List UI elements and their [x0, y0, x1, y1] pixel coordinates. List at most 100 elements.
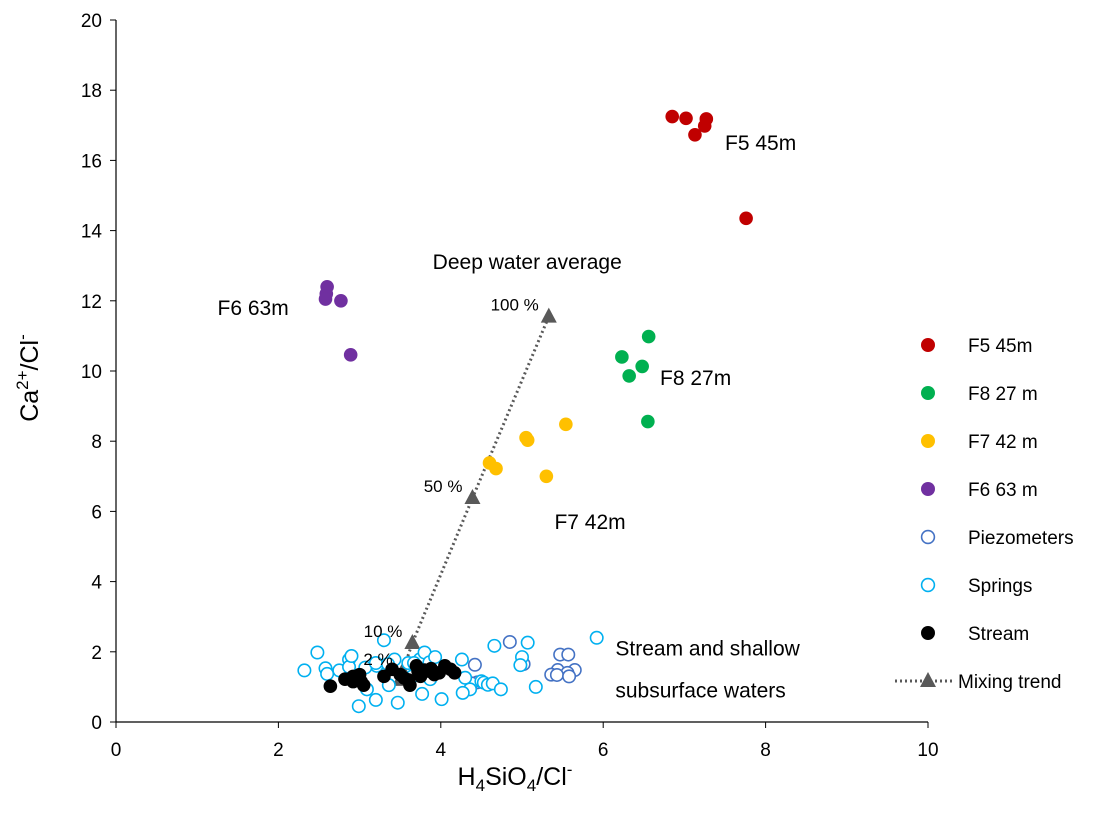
- data-point: [559, 417, 573, 432]
- data-point: [493, 682, 508, 697]
- data-point: [520, 635, 535, 650]
- data-point: [502, 634, 517, 649]
- legend-label: Springs: [968, 576, 1032, 597]
- data-point: [356, 678, 371, 692]
- data-point: [368, 692, 383, 707]
- legend-marker: [921, 338, 935, 352]
- y-tick-label: 18: [81, 81, 102, 102]
- data-point: [615, 350, 629, 364]
- legend-marker: [920, 577, 936, 593]
- data-point: [622, 369, 636, 383]
- axes: 0 2 4 6 8 10 0 2 4 6 8 10 12 14 16 18 20: [81, 11, 939, 761]
- data-point: [455, 685, 470, 700]
- y-tick-label: 2: [91, 643, 102, 664]
- series-stream: [323, 659, 462, 693]
- annotation-label: F5 45m: [725, 132, 796, 155]
- annotation-label: Deep water average: [433, 251, 622, 274]
- legend-trend-marker: [920, 672, 936, 687]
- mixing-trend-marker: [464, 489, 481, 505]
- legend-label: F7 42 m: [968, 432, 1038, 453]
- legend-label: Piezometers: [968, 528, 1074, 549]
- mixing-percent-label: 2 %: [363, 650, 392, 669]
- series-f8-27-m: [615, 329, 656, 429]
- y-tick-label: 14: [81, 222, 103, 243]
- x-tick-label: 8: [760, 740, 771, 761]
- legend-label: Mixing trend: [958, 672, 1062, 693]
- data-point: [562, 669, 577, 684]
- x-tick-label: 4: [436, 740, 447, 761]
- mixing-trend-marker: [540, 307, 557, 323]
- y-axis-title: Ca2+/Cl-: [13, 334, 44, 422]
- legend-marker: [921, 626, 935, 640]
- data-point: [447, 666, 462, 680]
- data-point: [390, 695, 405, 710]
- data-point: [415, 686, 430, 701]
- mixing-trend-layer: [392, 307, 557, 686]
- annotation-label: F6 63m: [218, 297, 289, 320]
- data-point: [323, 679, 338, 693]
- data-point: [403, 678, 417, 692]
- data-point: [343, 348, 358, 362]
- y-tick-label: 20: [81, 11, 102, 32]
- series-f6-63-m: [318, 279, 358, 362]
- data-point: [635, 359, 649, 374]
- data-point: [489, 461, 503, 476]
- data-point: [297, 663, 312, 678]
- legend-label: F6 63 m: [968, 480, 1038, 501]
- x-tick-label: 2: [273, 740, 284, 761]
- mixing-percent-label: 50 %: [424, 477, 463, 496]
- annotation-label: subsurface waters: [615, 679, 785, 702]
- annotation-label: F7 42m: [554, 511, 625, 534]
- data-point: [454, 652, 469, 667]
- data-point: [467, 657, 482, 672]
- data-point: [334, 294, 348, 308]
- legend-label: F8 27 m: [968, 384, 1038, 405]
- legend-label: F5 45m: [968, 336, 1032, 357]
- legend-label: Stream: [968, 624, 1029, 645]
- data-point: [318, 292, 333, 306]
- data-point: [385, 662, 399, 677]
- data-point: [679, 111, 693, 126]
- data-point: [351, 699, 366, 714]
- data-point: [561, 647, 576, 662]
- data-point: [428, 650, 443, 665]
- data-point: [513, 658, 528, 673]
- series-f5-45m: [665, 109, 753, 226]
- annotation-label: Stream and shallow: [615, 637, 800, 660]
- x-tick-label: 0: [111, 740, 122, 761]
- y-tick-label: 16: [81, 151, 102, 172]
- y-tick-label: 10: [81, 362, 102, 383]
- legend-marker: [921, 386, 935, 400]
- mixing-percent-label: 100 %: [491, 296, 539, 315]
- y-tick-label: 4: [91, 573, 102, 594]
- data-point: [665, 109, 680, 124]
- y-tick-label: 6: [91, 502, 102, 523]
- x-tick-label: 10: [917, 740, 938, 761]
- data-point: [421, 664, 436, 678]
- annotations: 2 % 10 % 50 % 100 % F5 45m Deep water average…: [218, 132, 801, 703]
- mixing-percent-label: 10 %: [364, 622, 403, 641]
- data-point: [320, 666, 335, 681]
- data-point: [344, 649, 359, 664]
- series-springs: [297, 630, 604, 714]
- x-tick-label: 6: [598, 740, 609, 761]
- mixing-trend-marker: [404, 634, 421, 650]
- data-point: [310, 645, 325, 660]
- data-point: [739, 211, 753, 226]
- data-point: [528, 679, 543, 694]
- data-point: [641, 414, 655, 429]
- legend: F5 45m F8 27 m F7 42 m F6 63 m Piezometers Sp…: [895, 336, 1074, 693]
- legend-marker: [920, 529, 936, 545]
- data-point: [539, 469, 554, 484]
- data-point: [520, 433, 535, 447]
- y-tick-label: 12: [81, 292, 102, 313]
- data-point: [589, 630, 604, 645]
- y-tick-label: 0: [91, 713, 102, 734]
- data-point: [641, 329, 656, 344]
- y-tick-label: 8: [91, 432, 102, 453]
- data-points: [297, 109, 753, 714]
- data-point: [487, 638, 502, 653]
- data-point: [376, 633, 391, 648]
- legend-marker: [921, 434, 935, 448]
